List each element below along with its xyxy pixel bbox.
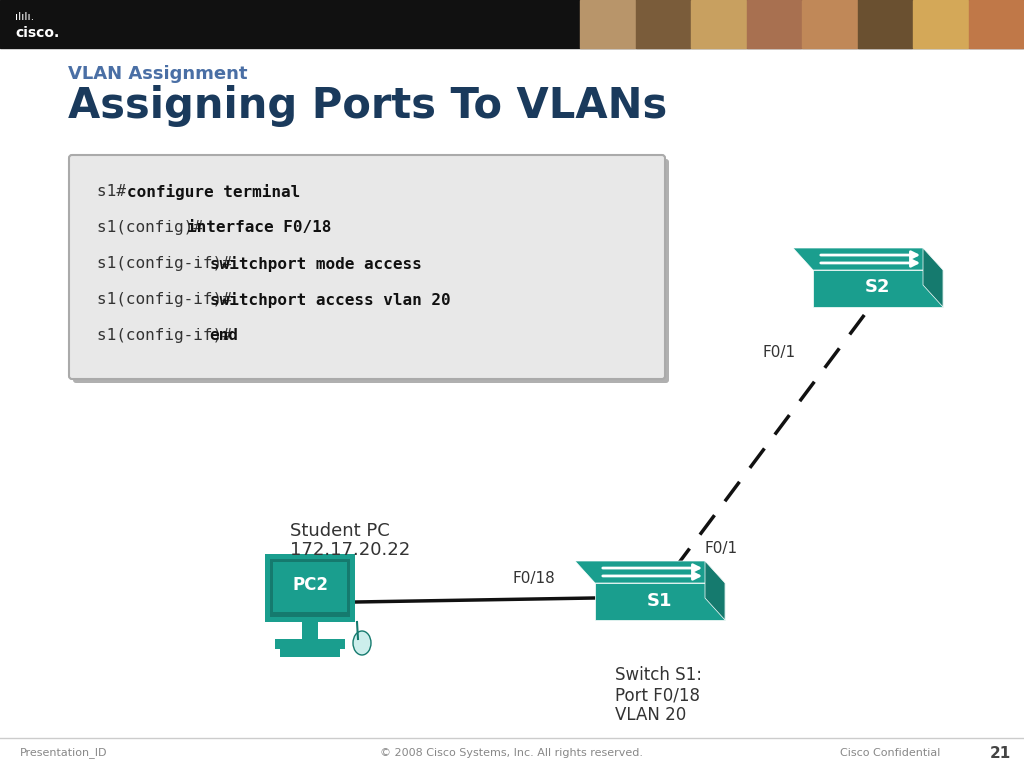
Text: s1(config-if)#: s1(config-if)# [97,328,242,343]
Text: VLAN Assignment: VLAN Assignment [68,65,248,83]
Polygon shape [595,583,725,620]
Text: s1(config)#: s1(config)# [97,220,213,235]
Polygon shape [575,561,725,583]
Text: Port F0/18: Port F0/18 [615,686,700,704]
Text: PC2: PC2 [292,576,328,594]
Text: 21: 21 [989,746,1011,760]
Text: Presentation_ID: Presentation_ID [20,747,108,759]
Bar [691,0,745,48]
Bar [270,559,350,617]
Text: Assigning Ports To VLANs: Assigning Ports To VLANs [68,85,668,127]
Bar [913,0,968,48]
Text: © 2008 Cisco Systems, Inc. All rights reserved.: © 2008 Cisco Systems, Inc. All rights re… [381,748,643,758]
Bar [265,554,355,622]
Text: ılılı.: ılılı. [15,12,34,22]
Text: S2: S2 [865,279,891,296]
Text: s1#: s1# [97,184,135,199]
Text: F0/1: F0/1 [705,541,738,555]
Polygon shape [813,270,943,307]
Bar [580,0,635,48]
Text: s1(config-if)#: s1(config-if)# [97,256,242,271]
Text: Cisco Confidential: Cisco Confidential [840,748,940,758]
Text: cisco.: cisco. [15,26,59,40]
Bar [802,0,856,48]
Bar [636,0,690,48]
Bar [857,0,912,48]
FancyBboxPatch shape [73,159,669,383]
Text: F0/18: F0/18 [512,571,555,585]
Text: end: end [210,328,239,343]
Bar [275,639,345,649]
Polygon shape [793,248,943,270]
Text: F0/1: F0/1 [763,346,796,360]
Ellipse shape [353,631,371,655]
Text: configure terminal: configure terminal [127,184,300,200]
FancyBboxPatch shape [69,155,665,379]
Polygon shape [705,561,725,620]
Text: Switch S1:: Switch S1: [615,666,702,684]
Text: interface F0/18: interface F0/18 [187,220,332,235]
Text: switchport mode access: switchport mode access [210,256,421,272]
Polygon shape [923,248,943,307]
Bar [280,649,340,657]
Text: S1: S1 [647,591,673,610]
Text: 172.17.20.22: 172.17.20.22 [290,541,411,559]
Bar [273,562,347,612]
Bar [746,0,801,48]
Text: Student PC: Student PC [290,522,390,540]
Bar [302,622,318,640]
Text: s1(config-if)#: s1(config-if)# [97,292,242,307]
Text: switchport access vlan 20: switchport access vlan 20 [210,292,451,308]
Bar [969,0,1023,48]
Bar [0,0,1024,48]
Text: VLAN 20: VLAN 20 [615,706,686,724]
